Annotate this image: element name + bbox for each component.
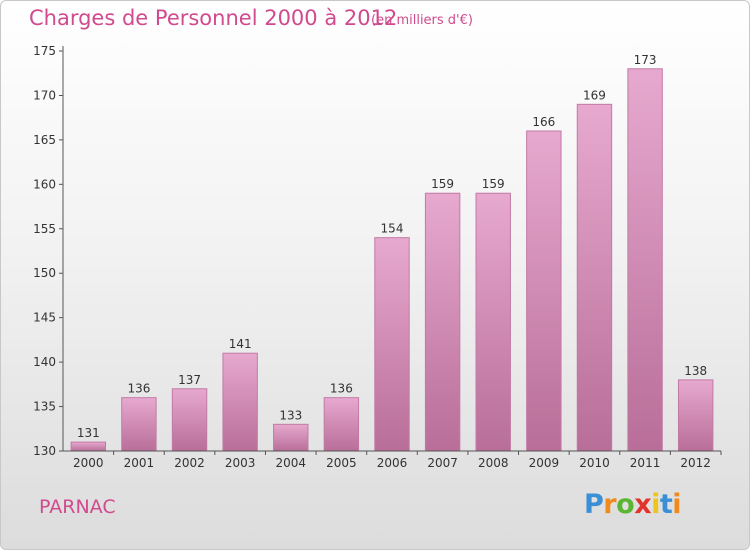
y-tick-165: 165: [33, 133, 56, 147]
y-tick-175: 175: [33, 44, 56, 58]
logo-letter: t: [659, 489, 673, 520]
data-label-2005: 136: [330, 382, 353, 396]
y-tick-150: 150: [33, 266, 56, 280]
x-tick-2001: 2001: [124, 456, 155, 470]
bar-2011: [627, 68, 663, 452]
data-label-2004: 133: [279, 408, 302, 422]
bar-2001: [121, 397, 157, 452]
y-tick-155: 155: [33, 222, 56, 236]
data-label-2012: 138: [684, 364, 707, 378]
bar-2012: [677, 379, 714, 452]
chart-title: Charges de Personnel 2000 à 2012: [29, 6, 398, 30]
x-tick-2002: 2002: [174, 456, 205, 470]
x-tick-2012: 2012: [680, 456, 711, 470]
x-tick-2006: 2006: [377, 456, 408, 470]
y-tick-145: 145: [33, 311, 56, 325]
logo-letter: r: [603, 489, 617, 520]
y-tick-130: 130: [33, 444, 56, 458]
data-label-2000: 131: [77, 426, 100, 440]
data-label-2003: 141: [229, 337, 252, 351]
y-tick-140: 140: [33, 355, 56, 369]
data-label-2002: 137: [178, 373, 201, 387]
x-tick-2005: 2005: [326, 456, 357, 470]
x-tick-2007: 2007: [427, 456, 458, 470]
chart-subtitle: (en milliers d'€): [371, 13, 473, 28]
data-label-2008: 159: [482, 177, 505, 191]
bar-2009: [526, 130, 562, 452]
bar-2010: [576, 103, 613, 452]
bar-2008: [475, 192, 511, 452]
logo-letter: i: [651, 489, 660, 520]
x-tick-2009: 2009: [529, 456, 560, 470]
bar-2006: [374, 237, 410, 452]
x-tick-2008: 2008: [478, 456, 509, 470]
data-label-2010: 169: [583, 88, 606, 102]
logo-letter: o: [616, 489, 635, 520]
x-tick-2004: 2004: [275, 456, 306, 470]
data-label-2007: 159: [431, 177, 454, 191]
bar-2005: [323, 397, 360, 452]
x-tick-2010: 2010: [579, 456, 610, 470]
y-tick-135: 135: [33, 400, 56, 414]
logo-letter: x: [634, 489, 652, 520]
data-label-2011: 173: [634, 53, 657, 67]
bar-2000: [70, 441, 107, 452]
bar-2003: [222, 352, 258, 452]
data-label-2001: 136: [127, 382, 150, 396]
logo-letter: i: [672, 489, 682, 520]
bar-2002: [171, 388, 208, 452]
x-tick-2003: 2003: [225, 456, 256, 470]
data-label-2009: 166: [532, 115, 555, 129]
data-label-2006: 154: [381, 222, 404, 236]
x-tick-2011: 2011: [630, 456, 661, 470]
proxiti-logo: Proxiti: [584, 489, 682, 520]
logo-letter: P: [584, 489, 604, 520]
bar-2007: [424, 192, 461, 452]
x-tick-2000: 2000: [73, 456, 104, 470]
place-name: PARNAC: [39, 496, 116, 518]
y-tick-160: 160: [33, 177, 56, 191]
y-tick-170: 170: [33, 88, 56, 102]
bar-2004: [273, 423, 309, 452]
